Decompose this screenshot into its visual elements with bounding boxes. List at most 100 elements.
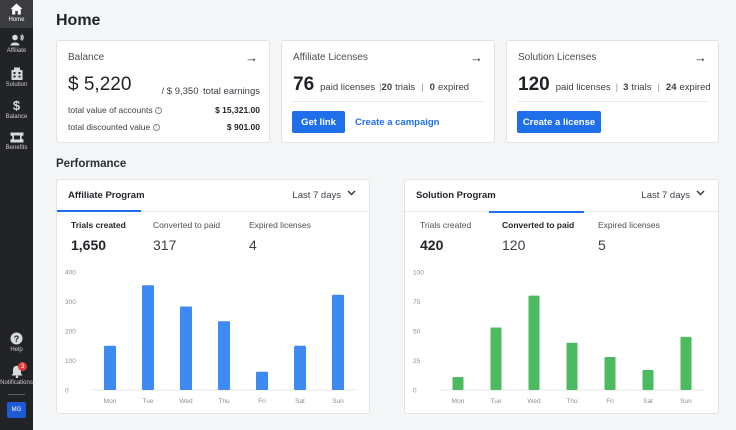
bar-tue[interactable] <box>142 285 154 390</box>
discounted-value-row: total discounted value i <box>68 122 160 132</box>
solution-expired-label: expired <box>679 82 711 93</box>
create-campaign-link[interactable]: Create a campaign <box>355 117 440 128</box>
home-icon <box>0 3 33 15</box>
x-tick-label: Mon <box>452 398 465 405</box>
sidebar-item-solution[interactable]: Solution <box>0 67 33 88</box>
date-range-select[interactable]: Last 7 days <box>641 190 690 201</box>
get-link-button[interactable]: Get link <box>292 111 345 133</box>
affiliate-licenses-card: Affiliate Licenses → 76 paid licenses | … <box>281 40 495 143</box>
create-license-button[interactable]: Create a license <box>517 111 601 133</box>
sidebar-item-label: Help <box>10 347 23 353</box>
sidebar-item-benefits[interactable]: Benefits <box>0 132 33 151</box>
arrow-right-icon[interactable]: → <box>470 50 483 65</box>
affiliate-paid-label: paid licenses <box>320 82 376 93</box>
bar-fri[interactable] <box>256 371 268 390</box>
x-tick-label: Tue <box>143 398 154 405</box>
bar-mon[interactable] <box>104 345 116 390</box>
affiliate-trials-label: trials <box>395 82 416 93</box>
arrow-right-icon[interactable]: → <box>694 50 707 65</box>
sidebar-divider <box>8 394 25 395</box>
page-title: Home <box>56 12 101 29</box>
panel-divider <box>57 211 369 212</box>
notification-badge: 3 <box>18 362 27 371</box>
y-tick-label: 300 <box>65 299 76 306</box>
bar-wed[interactable] <box>180 306 192 390</box>
bar-wed[interactable] <box>528 295 540 390</box>
x-tick-label: Mon <box>104 398 117 405</box>
x-tick-label: Sun <box>680 398 692 405</box>
active-tab-indicator <box>57 210 141 212</box>
chevron-down-icon[interactable] <box>347 188 356 200</box>
y-tick-label: 50 <box>413 329 421 336</box>
metric-value-expired: 4 <box>249 237 257 253</box>
metric-label-expired: Expired licenses <box>598 220 660 230</box>
info-icon[interactable]: i <box>154 107 162 115</box>
arrow-right-icon[interactable]: → <box>245 50 258 65</box>
bar-sat[interactable] <box>642 369 654 390</box>
metric-value-trials: 1,650 <box>71 237 107 253</box>
affiliate-licenses-title: Affiliate Licenses <box>293 52 368 63</box>
total-earnings: / $ 9,350 total earnings <box>162 81 260 99</box>
x-tick-label: Sat <box>295 398 305 405</box>
sidebar-item-help[interactable]: ? Help <box>0 332 33 353</box>
chevron-down-icon[interactable] <box>696 188 705 200</box>
x-tick-label: Fri <box>606 398 614 405</box>
dollar-icon: $ <box>12 98 21 113</box>
accounts-value-row: total value of accounts i <box>68 105 162 115</box>
sidebar-item-affiliate[interactable]: Affiliate <box>0 34 33 54</box>
metric-value-expired: 5 <box>598 237 606 253</box>
discounted-value: $ 901.00 <box>226 122 260 132</box>
bar-fri[interactable] <box>604 356 616 390</box>
x-tick-label: Thu <box>566 398 578 405</box>
y-tick-label: 100 <box>413 270 424 277</box>
solution-expired-count: 24 <box>665 82 677 93</box>
svg-text:?: ? <box>14 334 20 344</box>
metric-label-converted: Converted to paid <box>153 220 221 230</box>
tab-affiliate-program[interactable]: Affiliate Program <box>68 190 145 201</box>
y-tick-label: 25 <box>413 358 421 365</box>
sidebar-item-label: Balance <box>5 114 28 120</box>
x-tick-label: Sun <box>332 398 344 405</box>
y-tick-label: 400 <box>65 270 76 277</box>
metric-label-expired: Expired licenses <box>249 220 311 230</box>
solution-paid-count: 120 <box>518 74 550 95</box>
bar-sun[interactable] <box>332 294 344 390</box>
sidebar-item-notifications[interactable]: 3 Notifications <box>0 362 33 386</box>
bar-thu[interactable] <box>566 342 578 390</box>
sidebar-item-balance[interactable]: $ Balance <box>0 99 33 120</box>
affiliate-program-panel: Affiliate Program Last 7 days Trials cre… <box>56 179 370 414</box>
avatar[interactable]: MG <box>7 402 26 418</box>
balance-title: Balance <box>68 52 105 63</box>
bar-tue[interactable] <box>490 327 502 390</box>
bar-sun[interactable] <box>680 336 692 390</box>
solution-bar-chart: 0 25 50 75 100 Mon Tue Wed Thu Fri Sat Sun <box>413 270 705 405</box>
date-range-select[interactable]: Last 7 days <box>292 190 341 201</box>
y-tick-label: 200 <box>65 329 76 336</box>
sidebar-item-label: Affiliate <box>6 48 27 54</box>
y-tick-label: 100 <box>65 358 76 365</box>
metric-label-trials: Trials created <box>420 220 472 230</box>
bar-mon[interactable] <box>452 377 464 390</box>
accounts-value: $ 15,321.00 <box>215 105 260 115</box>
discounted-value-label: total discounted value <box>68 122 151 132</box>
tab-solution-program[interactable]: Solution Program <box>416 190 496 201</box>
sidebar-item-label: Home <box>8 17 25 23</box>
ticket-icon <box>0 132 33 143</box>
balance-amount: $ 5,220 <box>68 74 132 95</box>
y-tick-label: 75 <box>413 299 421 306</box>
sidebar-item-home[interactable]: Home <box>0 0 33 28</box>
metric-label-trials: Trials created <box>71 220 126 230</box>
sidebar: Home Affiliate Solution $ Balance Benefi… <box>0 0 33 430</box>
solution-trials-label: trials <box>631 82 652 93</box>
bar-sat[interactable] <box>294 345 306 390</box>
metric-label-converted: Converted to paid <box>502 220 575 230</box>
solution-trials-count: 3 <box>623 82 629 93</box>
y-tick-label: 0 <box>65 388 69 395</box>
solution-license-stats: 120 paid licenses | 3 trials | 24 expire… <box>518 74 711 95</box>
info-icon[interactable]: i <box>152 124 160 132</box>
affiliate-bar-chart: 0 100 200 300 400 Mon Tue Wed Thu Fri Sat Sun <box>65 270 357 405</box>
y-tick-label: 0 <box>413 388 417 395</box>
x-tick-label: Tue <box>491 398 502 405</box>
bar-thu[interactable] <box>218 321 230 390</box>
metric-value-converted: 120 <box>502 237 526 253</box>
